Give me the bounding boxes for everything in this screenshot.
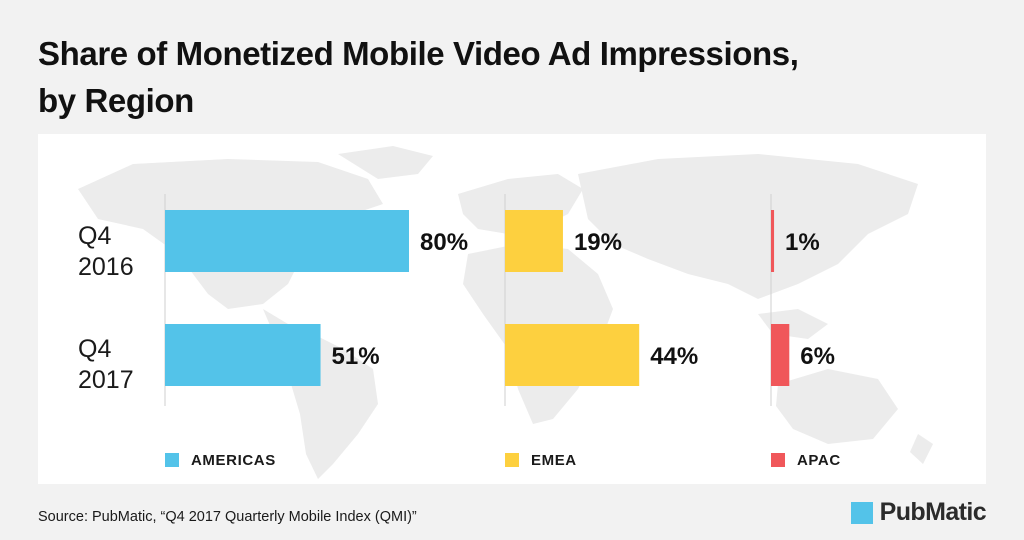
row-label-line: Q4 (78, 222, 112, 250)
data-label-apac-1: 6% (800, 343, 835, 370)
logo-text: PubMatic (879, 498, 987, 526)
data-label-emea-0: 19% (574, 229, 622, 256)
chart-title: Share of Monetized Mobile Video Ad Impre… (38, 30, 978, 124)
legend-swatch-americas (165, 453, 179, 467)
pubmatic-logo: PubMatic (850, 498, 987, 527)
chart-panel: Q4 2016 Q4 2017 80% 51% 19% 44% 1% 6% AMERICA… (38, 134, 986, 484)
row-label-q4-2017: Q4 2017 (78, 334, 178, 396)
source-note: Source: PubMatic, “Q4 2017 Quarterly Mob… (38, 509, 417, 525)
legend-item-americas: AMERICAS (165, 448, 276, 472)
row-label-line: Q4 (78, 335, 112, 363)
legend-item-apac: APAC (771, 448, 841, 472)
bar-emea-1 (505, 324, 640, 386)
bar-chart: 80% 51% 19% 44% 1% 6% (164, 194, 835, 406)
legend-label-apac: APAC (797, 451, 841, 469)
bar-emea-0 (505, 210, 563, 272)
row-label-line: 2017 (78, 366, 134, 394)
legend-swatch-emea (505, 453, 519, 467)
bar-apac-1 (771, 324, 790, 386)
data-label-americas-0: 80% (420, 229, 468, 256)
data-label-apac-0: 1% (785, 229, 820, 256)
legend-item-emea: EMEA (505, 448, 577, 472)
data-label-americas-1: 51% (332, 343, 380, 370)
row-label-line: 2016 (78, 253, 134, 281)
legend-label-americas: AMERICAS (191, 451, 276, 469)
chart-title-line-1: Share of Monetized Mobile Video Ad Impre… (38, 35, 799, 72)
bar-americas-0 (165, 210, 409, 272)
data-label-emea-1: 44% (650, 343, 698, 370)
legend-swatch-apac (771, 453, 785, 467)
chart-title-line-2: by Region (38, 82, 194, 119)
row-label-q4-2016: Q4 2016 (78, 221, 178, 283)
bar-americas-1 (165, 324, 321, 386)
logo-square-icon (850, 501, 873, 524)
bar-apac-0 (771, 210, 775, 272)
legend-label-emea: EMEA (531, 451, 577, 469)
